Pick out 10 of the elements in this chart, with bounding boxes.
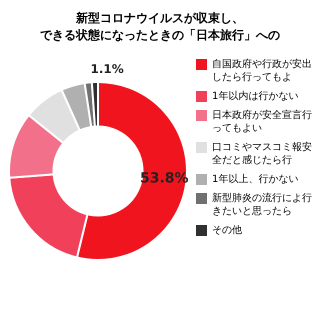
legend-label: 自国政府や行政が安出したら行ってもよ xyxy=(212,58,313,84)
data-label: 1.1% xyxy=(90,62,124,76)
chart-subtitle: できる状態になったときの「日本旅行」への xyxy=(39,27,281,44)
legend-label: 口コミやマスコミ報安全だと感じたら行 xyxy=(212,141,313,167)
legend-label: その他 xyxy=(212,224,242,237)
legend-label: 1年以上、行かない xyxy=(212,173,298,186)
legend-label: 新型肺炎の流行によ行きたいと思ったら xyxy=(212,192,313,218)
chart-title: 新型コロナウイルスが収束し、 xyxy=(75,10,245,27)
legend-label: 日本政府が安全宣言行ってもよい xyxy=(212,109,313,135)
legend-label: 1年以内は行かない xyxy=(212,90,298,103)
